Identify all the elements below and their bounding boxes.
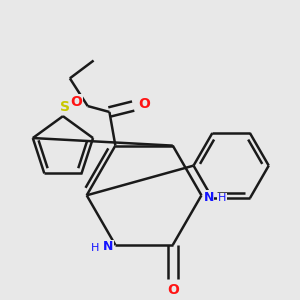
Text: N: N — [103, 241, 113, 254]
Text: O: O — [167, 283, 179, 297]
Text: H: H — [218, 194, 226, 203]
Text: H: H — [91, 243, 99, 253]
Text: O: O — [70, 95, 83, 109]
Text: S: S — [60, 100, 70, 115]
Text: N: N — [203, 191, 214, 204]
Text: O: O — [138, 97, 150, 111]
